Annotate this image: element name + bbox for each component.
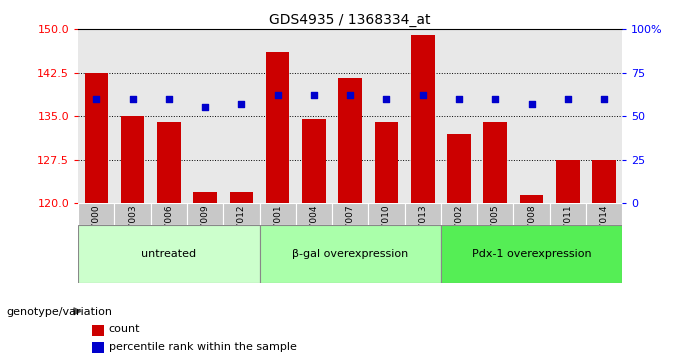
Text: GSM1207005: GSM1207005 [491,204,500,265]
Text: GSM1207002: GSM1207002 [454,204,464,265]
Text: GSM1207010: GSM1207010 [382,204,391,265]
Text: GSM1207014: GSM1207014 [600,204,609,265]
Bar [230,192,253,203]
Text: GSM1207012: GSM1207012 [237,204,246,265]
Bar [84,73,108,203]
Bar [483,122,507,203]
Point [454,96,464,102]
Bar [405,203,441,225]
Bar [187,203,223,225]
Text: GSM1207008: GSM1207008 [527,204,536,265]
Point [526,101,537,107]
Text: GSM1207013: GSM1207013 [418,204,427,265]
Bar [121,116,144,203]
Bar [556,160,579,203]
Bar [114,203,151,225]
Point [418,92,428,98]
Bar [411,35,435,203]
Text: Pdx-1 overexpression: Pdx-1 overexpression [472,249,592,259]
Text: GSM1207000: GSM1207000 [92,204,101,265]
Bar [302,119,326,203]
Bar [477,203,513,225]
Text: percentile rank within the sample: percentile rank within the sample [109,342,296,352]
Point [381,96,392,102]
Bar [78,203,114,225]
Text: β-gal overexpression: β-gal overexpression [292,249,408,259]
Bar [78,225,260,283]
Bar [549,203,586,225]
Point [163,96,174,102]
Point [127,96,138,102]
Bar [296,203,332,225]
Bar [193,192,217,203]
Bar [332,203,369,225]
Point [490,96,500,102]
Bar [447,134,471,203]
Point [309,92,320,98]
Text: genotype/variation: genotype/variation [7,307,113,317]
Text: GSM1207011: GSM1207011 [563,204,573,265]
Bar [441,225,622,283]
Point [236,101,247,107]
Text: GSM1207003: GSM1207003 [128,204,137,265]
Text: count: count [109,323,140,334]
Text: GSM1207009: GSM1207009 [201,204,209,265]
Bar [441,203,477,225]
Title: GDS4935 / 1368334_at: GDS4935 / 1368334_at [269,13,431,26]
Text: untreated: untreated [141,249,197,259]
Bar [586,203,622,225]
Bar [339,78,362,203]
Point [200,105,211,110]
Point [598,96,609,102]
Bar [592,160,616,203]
Bar [223,203,260,225]
Bar [260,225,441,283]
Text: GSM1207007: GSM1207007 [345,204,355,265]
Text: GSM1207006: GSM1207006 [165,204,173,265]
Text: GSM1207001: GSM1207001 [273,204,282,265]
Bar [151,203,187,225]
Text: GSM1207004: GSM1207004 [309,204,318,265]
Bar [157,122,181,203]
Bar [375,122,398,203]
Bar [513,203,549,225]
Point [345,92,356,98]
Bar [520,195,543,203]
Point [272,92,283,98]
Bar [369,203,405,225]
Point [91,96,102,102]
Bar [266,52,290,203]
Bar [260,203,296,225]
Point [562,96,573,102]
